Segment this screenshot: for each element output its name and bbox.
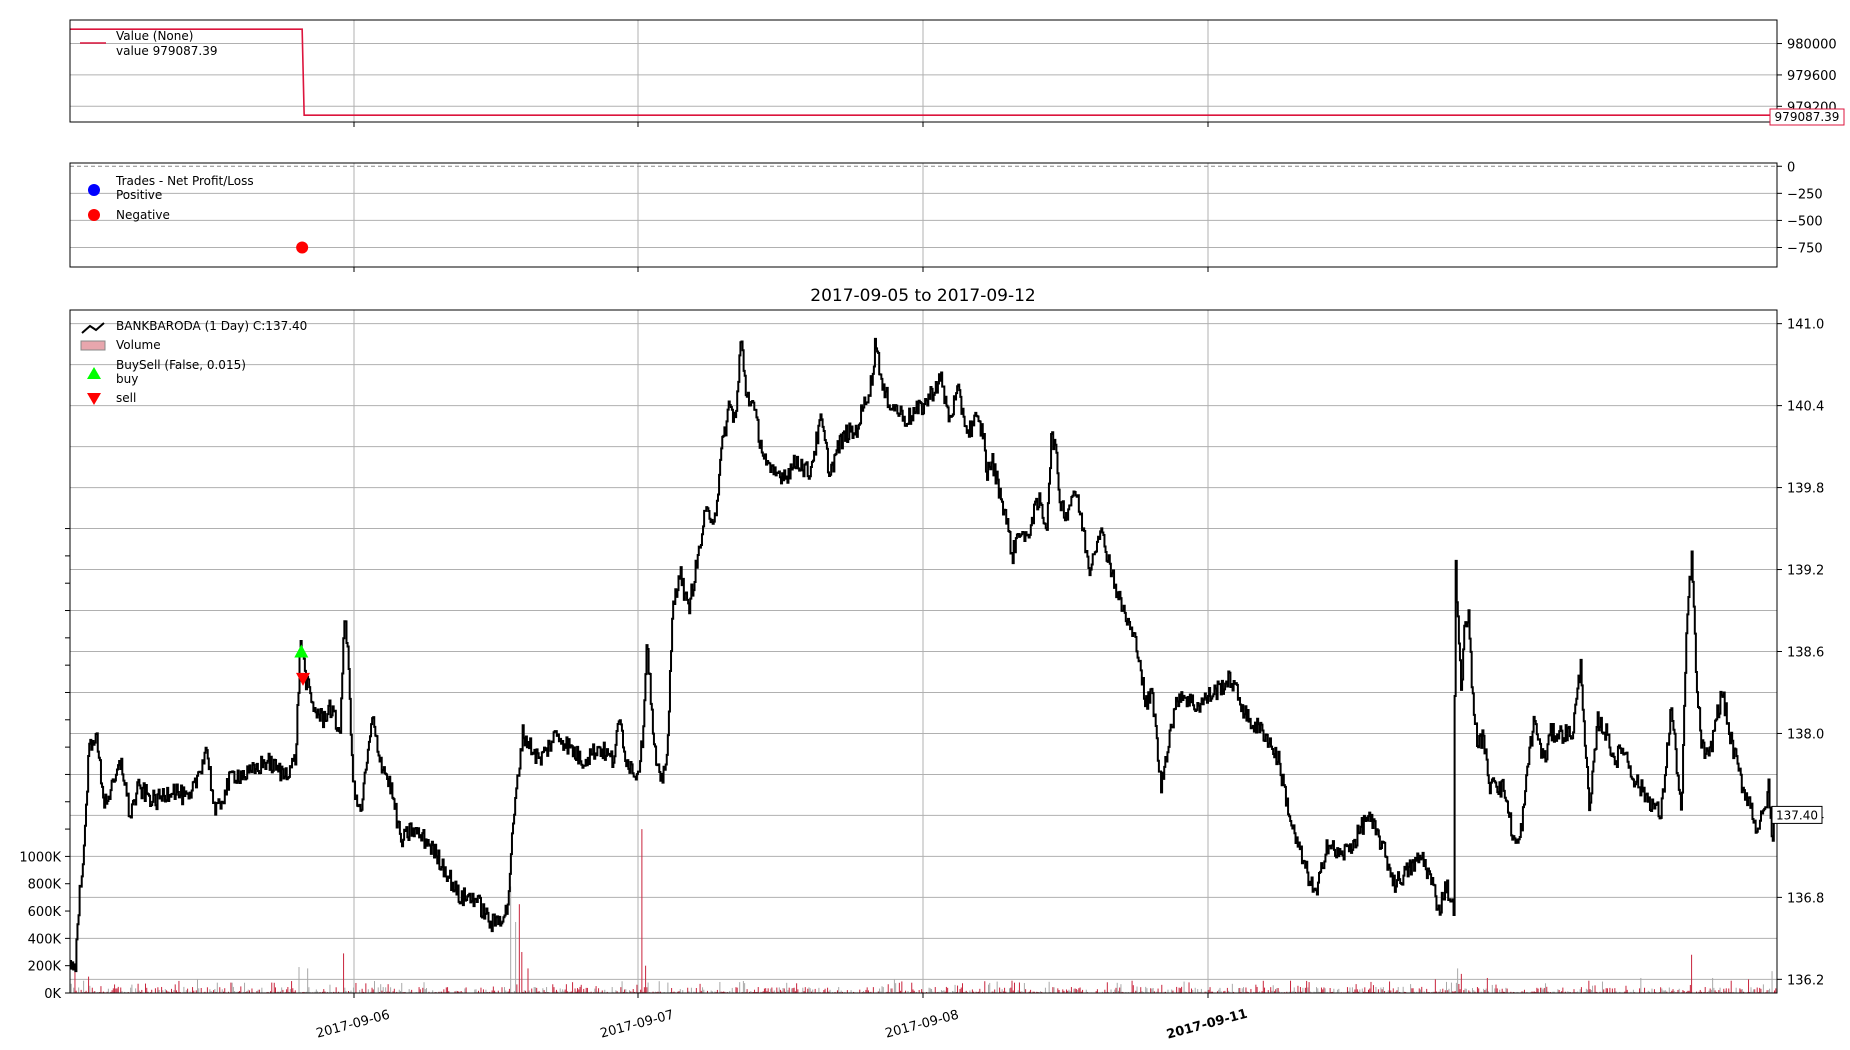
volume-yaxis: 0K 200K 400K 600K 800K 1000K xyxy=(19,528,70,1002)
value-current-label: 979087.39 xyxy=(1769,108,1845,126)
trade-markers xyxy=(294,644,311,686)
trades-ytick-label: −750 xyxy=(1787,242,1823,257)
price-ytick-label: 139.2 xyxy=(1787,564,1824,579)
positive-legend-marker xyxy=(88,184,100,196)
trades-legend: Trades - Net Profit/Loss Positive Negati… xyxy=(88,174,254,222)
value-series xyxy=(70,28,1777,116)
trades-ytick-label: −250 xyxy=(1787,187,1823,202)
trades-legend-title: Trades - Net Profit/Loss xyxy=(115,174,254,188)
value-legend-title: Value (None) xyxy=(116,29,193,43)
sell-legend-label: sell xyxy=(116,391,136,405)
value-ytick-label: 979600 xyxy=(1787,69,1837,84)
price-ytick-label: 139.8 xyxy=(1787,482,1824,497)
volume-ytick-label: 1000K xyxy=(19,850,61,865)
trades-ytick-label: −500 xyxy=(1787,214,1823,229)
value-legend-value: value 979087.39 xyxy=(116,44,217,58)
buy-marker xyxy=(294,644,309,658)
negative-legend-label: Negative xyxy=(116,208,170,222)
price-legend-label: BANKBARODA (1 Day) C:137.40 xyxy=(116,319,307,333)
price-ytick-label: 140.4 xyxy=(1787,400,1824,415)
trades-grid xyxy=(70,163,1777,267)
price-current-label-text: 137.40 xyxy=(1776,808,1818,822)
sell-legend-marker xyxy=(87,393,101,405)
value-ytick-label: 980000 xyxy=(1787,38,1837,53)
positive-legend-label: Positive xyxy=(116,188,162,202)
price-line xyxy=(70,337,1778,973)
trades-ytick-label: 0 xyxy=(1787,160,1795,175)
price-series xyxy=(70,337,1778,973)
trades-points xyxy=(296,241,309,254)
volume-legend-label: Volume xyxy=(116,338,161,352)
price-ytick-label: 138.6 xyxy=(1787,646,1824,661)
volume-ytick-label: 0K xyxy=(44,987,61,1002)
value-line xyxy=(70,28,1777,116)
volume-ytick-label: 400K xyxy=(28,932,62,947)
volume-ytick-label: 800K xyxy=(28,878,62,893)
price-ytick-label: 138.0 xyxy=(1787,727,1824,742)
price-current-label: 137.40 xyxy=(1771,805,1823,824)
negative-legend-marker xyxy=(88,209,100,221)
trades-yaxis: 0 −250 −500 −750 xyxy=(1777,160,1823,257)
price-legend-line-icon xyxy=(81,322,105,334)
value-grid xyxy=(70,20,1777,122)
price-panel-title: 2017-09-05 to 2017-09-12 xyxy=(810,286,1035,306)
price-panel: 2017-09-05 to 2017-09-12 141.0 140.4 139.8… xyxy=(19,286,1824,1002)
sell-marker xyxy=(296,672,311,686)
price-ytick-label: 141.0 xyxy=(1787,318,1824,333)
trade-point xyxy=(296,241,309,254)
buy-legend-marker xyxy=(87,367,101,379)
buy-legend-label: buy xyxy=(116,372,138,386)
volume-ytick-label: 600K xyxy=(28,905,62,920)
price-legend: BANKBARODA (1 Day) C:137.40 Volume BuySe… xyxy=(80,319,307,405)
value-legend: Value (None) value 979087.39 xyxy=(80,29,217,58)
buysell-legend-title: BuySell (False, 0.015) xyxy=(116,358,246,372)
volume-ytick-label: 200K xyxy=(28,960,62,975)
price-ytick-label: 136.8 xyxy=(1787,891,1824,906)
value-current-label-text: 979087.39 xyxy=(1775,110,1840,124)
price-ytick-label: 136.2 xyxy=(1787,973,1824,988)
volume-legend-box xyxy=(80,340,106,351)
